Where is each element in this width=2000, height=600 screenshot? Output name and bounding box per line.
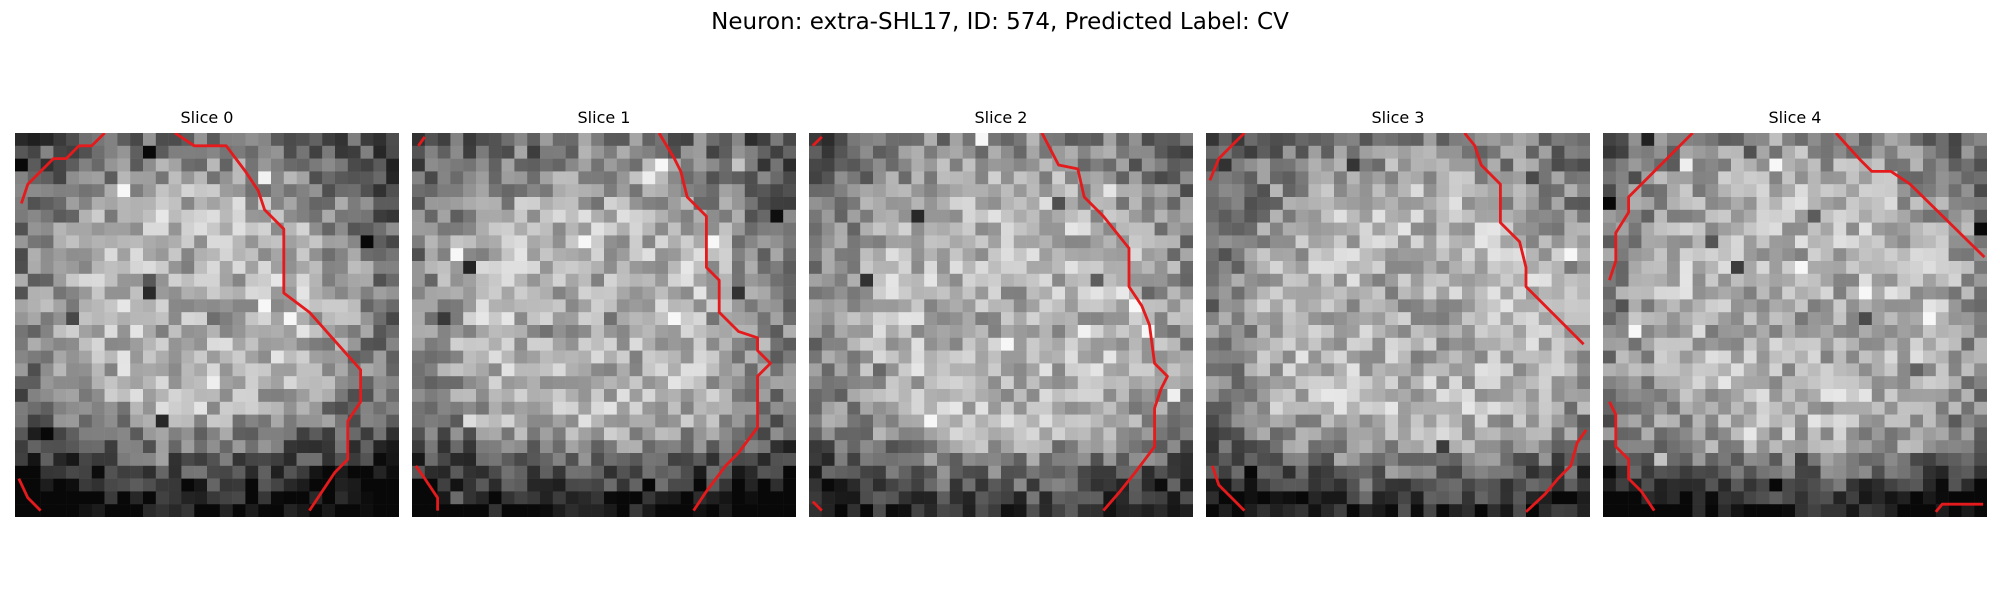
cell-contour xyxy=(1608,401,1656,512)
slice-image xyxy=(1206,133,1590,517)
cell-contour xyxy=(811,500,823,512)
slice-image xyxy=(809,133,1193,517)
cell-contour xyxy=(1040,133,1169,512)
pixel-grid xyxy=(1603,133,1987,517)
slice-image xyxy=(412,133,796,517)
pixel-grid xyxy=(412,133,796,517)
pixel-grid xyxy=(809,133,1193,517)
cell-contour xyxy=(414,464,440,511)
slice-title: Slice 1 xyxy=(577,108,631,127)
cell-contour xyxy=(1608,133,1694,281)
slice-panel-1: Slice 1 xyxy=(412,105,796,517)
slice-title: Slice 4 xyxy=(1768,108,1822,127)
figure-title: Neuron: extra-SHL17, ID: 574, Predicted … xyxy=(711,9,1289,35)
slice-panel-3: Slice 3 xyxy=(1206,105,1590,517)
cell-contour xyxy=(1208,133,1246,181)
slice-image xyxy=(1603,133,1987,517)
cell-contour xyxy=(174,133,363,512)
slice-title: Slice 2 xyxy=(974,108,1028,127)
cell-contour xyxy=(657,133,772,512)
cell-contour xyxy=(1934,502,1984,513)
cell-contour xyxy=(20,133,106,204)
slice-title: Slice 3 xyxy=(1371,108,1425,127)
pixel-grid xyxy=(1206,133,1590,517)
slice-panel-4: Slice 4 xyxy=(1603,105,1987,517)
slice-title: Slice 0 xyxy=(180,108,234,127)
cell-contour xyxy=(417,136,426,147)
slice-image xyxy=(15,133,399,517)
cell-contour xyxy=(1211,465,1246,512)
slice-panel-0: Slice 0 xyxy=(15,105,399,517)
slice-panel-2: Slice 2 xyxy=(809,105,1193,517)
cell-contour xyxy=(17,478,42,512)
cell-contour xyxy=(1525,429,1588,513)
cell-contour xyxy=(1463,133,1585,346)
pixel-grid xyxy=(15,133,399,517)
cell-contour xyxy=(1834,133,1986,259)
cell-contour xyxy=(811,135,823,147)
